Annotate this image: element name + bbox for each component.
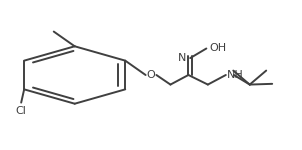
Text: N: N	[178, 53, 187, 63]
Text: Cl: Cl	[16, 106, 27, 116]
Text: OH: OH	[209, 44, 226, 54]
Text: O: O	[147, 70, 155, 80]
Text: NH: NH	[227, 70, 244, 80]
